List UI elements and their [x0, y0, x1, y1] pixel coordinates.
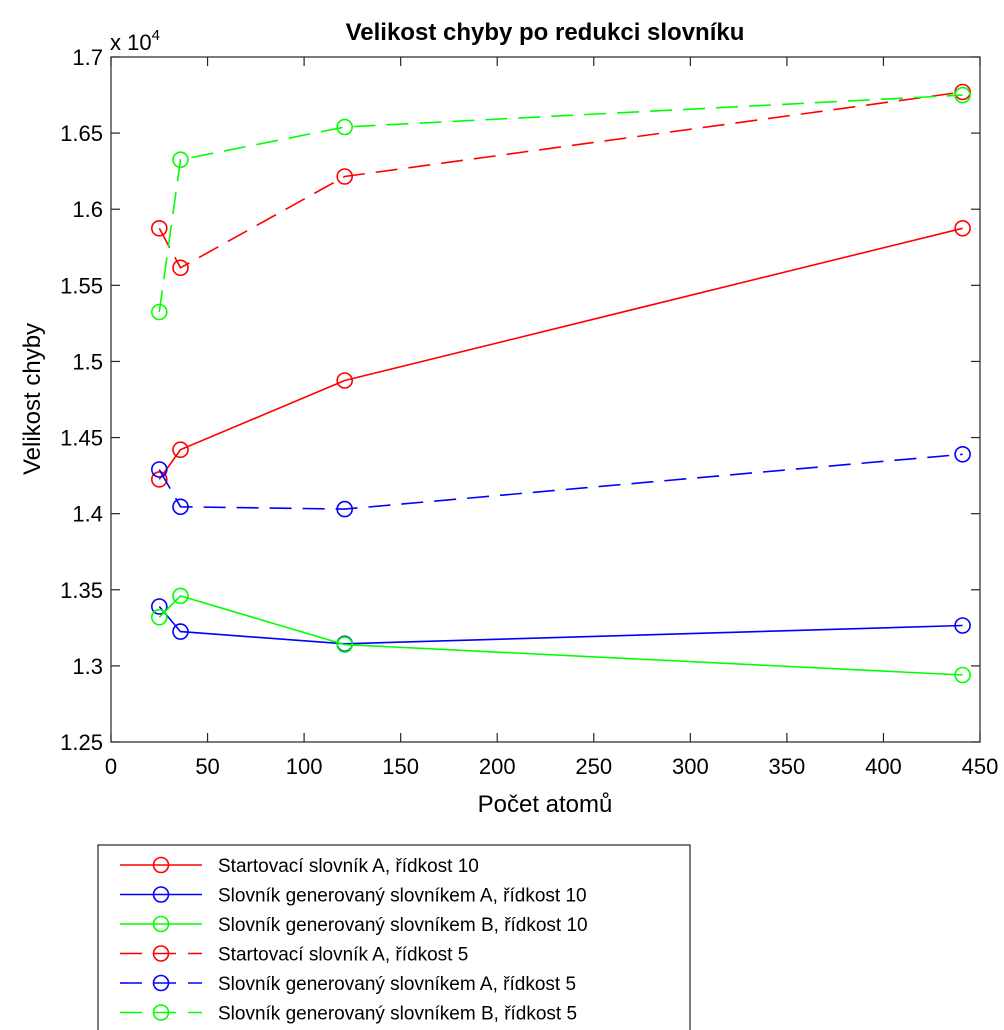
legend-marker: [152, 974, 170, 992]
x-tick-label: 350: [769, 754, 806, 779]
legend-box: [97, 844, 691, 1030]
plot-background: [111, 57, 980, 742]
x-axis-label: Počet atomů: [478, 791, 613, 818]
series-line: [158, 227, 963, 480]
data-point: [172, 259, 189, 277]
y-tick-label: 1.7: [72, 45, 103, 70]
legend-label: Slovník generovaný slovníkem B, řídkost …: [218, 1004, 577, 1025]
y-axis-exponent: x 104: [110, 27, 160, 55]
series-1: [151, 220, 971, 488]
y-tick-label: 1.3: [72, 654, 103, 679]
legend-label: Slovník generovaný slovníkem B, řídkost …: [218, 915, 588, 936]
legend-entry-6: Slovník generovaný slovníkem B, řídkost …: [120, 1004, 577, 1025]
series-3: [151, 587, 971, 684]
y-tick-label: 1.35: [60, 578, 103, 603]
legend-entry-1: Startovací slovník A, řídkost 10: [120, 856, 479, 877]
y-tick-label: 1.25: [60, 730, 103, 755]
y-tick-label: 1.55: [60, 273, 103, 298]
data-point: [151, 598, 168, 615]
y-axis-label: Velikost chyby: [19, 323, 46, 475]
data-point: [954, 86, 971, 104]
series-line: [158, 605, 963, 645]
legend-entry-4: Startovací slovník A, řídkost 5: [120, 945, 468, 966]
y-tick-label: 1.5: [72, 349, 103, 374]
series-line: [158, 453, 963, 510]
axes-layer: 0 50 100 150 200 250 300 350 400 450 1.25 1.3 1.35 1.…: [60, 45, 998, 779]
x-tick-label: 200: [479, 754, 516, 779]
legend-label: Slovník generovaný slovníkem A, řídkost …: [218, 974, 576, 995]
legend-marker: [152, 856, 170, 874]
data-point: [336, 636, 354, 653]
legend-entry-3: Slovník generovaný slovníkem B, řídkost …: [120, 915, 588, 936]
data-point: [172, 151, 189, 168]
legend: Startovací slovník A, řídkost 10 Slovník …: [97, 844, 691, 1030]
legend-marker: [152, 915, 170, 933]
y-tick-label: 1.45: [60, 426, 103, 451]
chart-title: Velikost chyby po redukci slovníku: [346, 19, 745, 46]
data-point: [172, 587, 189, 605]
plot-area: [111, 57, 980, 742]
x-tick-label: 100: [286, 754, 323, 779]
data-point: [954, 666, 971, 684]
data-point: [954, 220, 971, 237]
series-line: [158, 94, 963, 313]
data-point: [151, 608, 168, 626]
data-point: [172, 623, 189, 640]
data-point: [172, 441, 189, 459]
data-point: [954, 445, 971, 463]
legend-entry-5: Slovník generovaný slovníkem A, řídkost …: [120, 974, 576, 995]
y-axis-exponent-base: x 10: [110, 30, 152, 55]
y-tick-label: 1.6: [72, 197, 103, 222]
y-tick-label: 1.4: [72, 502, 103, 527]
data-point: [336, 118, 354, 136]
x-tick-label: 250: [575, 754, 612, 779]
y-axis-exponent-power: 4: [152, 27, 160, 44]
x-tick-label: 0: [105, 754, 117, 779]
series-5: [151, 445, 971, 518]
data-point: [151, 220, 168, 237]
series-6: [151, 86, 971, 321]
data-point: [172, 498, 189, 516]
data-point: [151, 303, 168, 321]
data-point: [336, 372, 354, 389]
x-tick-label: 150: [382, 754, 419, 779]
legend-entry-2: Slovník generovaný slovníkem A, řídkost …: [120, 886, 587, 907]
legend-marker: [152, 945, 170, 962]
data-point: [954, 617, 971, 634]
legend-marker: [152, 1004, 170, 1021]
x-tick-label: 400: [865, 754, 902, 779]
x-tick-label: 450: [962, 754, 999, 779]
data-point: [336, 168, 354, 185]
series-4: [151, 83, 971, 277]
x-tick-label: 300: [672, 754, 709, 779]
series-line: [158, 594, 963, 676]
data-point: [151, 461, 168, 478]
legend-label: Startovací slovník A, řídkost 10: [218, 856, 479, 877]
series-layer: [151, 83, 971, 684]
x-tick-label: 50: [195, 754, 219, 779]
legend-label: Startovací slovník A, řídkost 5: [218, 945, 468, 966]
data-point: [336, 500, 354, 518]
data-point: [151, 471, 168, 488]
series-line: [158, 91, 963, 269]
legend-marker: [152, 886, 170, 903]
axes-box: [110, 56, 981, 743]
legend-label: Slovník generovaný slovníkem A, řídkost …: [218, 886, 587, 907]
y-tick-label: 1.65: [60, 121, 103, 146]
